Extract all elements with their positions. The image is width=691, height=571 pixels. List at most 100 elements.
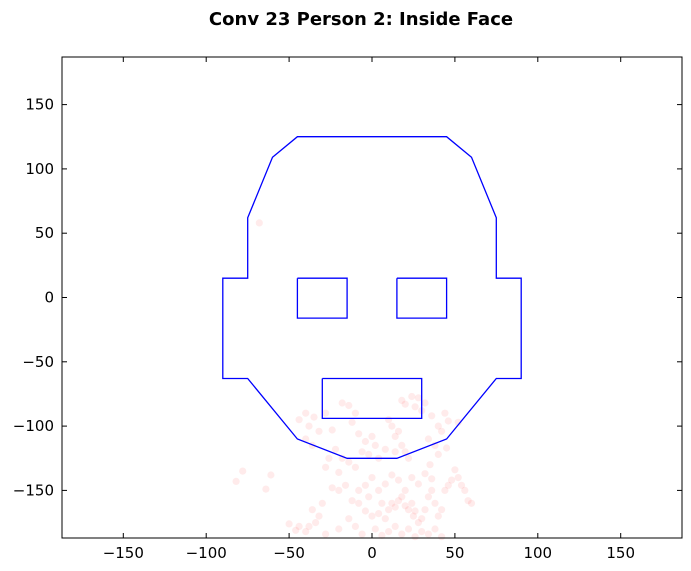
chart-title: Conv 23 Person 2: Inside Face <box>209 9 513 30</box>
data-point <box>441 486 449 494</box>
data-point <box>361 507 369 515</box>
data-point <box>381 445 389 453</box>
data-point <box>434 422 442 430</box>
data-point <box>414 480 422 488</box>
data-point <box>448 476 456 484</box>
data-point <box>305 522 313 531</box>
data-point <box>401 486 409 494</box>
data-point <box>262 485 270 493</box>
data-point <box>404 506 413 514</box>
data-point <box>398 396 406 404</box>
y-tick-label: −50 <box>22 353 54 371</box>
data-point <box>408 392 416 401</box>
data-point <box>391 448 399 456</box>
data-point <box>421 399 429 407</box>
data-point <box>315 512 323 520</box>
data-point <box>391 432 399 440</box>
data-point <box>438 533 446 541</box>
data-point <box>401 502 409 510</box>
data-point <box>368 512 376 520</box>
data-point <box>310 413 318 421</box>
data-point <box>401 400 409 408</box>
data-point <box>348 497 356 505</box>
x-tick-label: −150 <box>103 544 144 562</box>
data-point <box>408 474 416 482</box>
data-point <box>315 427 323 435</box>
data-point <box>375 486 383 494</box>
data-point <box>348 418 356 426</box>
data-point <box>398 530 406 538</box>
data-point <box>341 481 350 489</box>
data-point <box>454 418 462 426</box>
data-point <box>388 422 396 430</box>
data-point <box>378 499 386 507</box>
data-point <box>318 499 326 507</box>
data-point <box>457 481 466 489</box>
data-point <box>378 531 386 540</box>
data-point <box>418 528 426 536</box>
data-point <box>394 427 403 435</box>
data-point <box>401 448 409 456</box>
y-tick-label: −100 <box>13 417 54 435</box>
data-point <box>434 512 442 520</box>
mouth-box <box>321 377 423 420</box>
data-point <box>426 461 434 469</box>
data-point <box>443 444 451 452</box>
data-point <box>431 499 439 507</box>
data-point <box>328 426 336 434</box>
x-tick-label: 150 <box>606 544 635 562</box>
data-point <box>428 486 436 494</box>
x-tick-label: −100 <box>186 544 227 562</box>
data-point <box>408 499 416 507</box>
x-tick-label: 50 <box>445 544 464 562</box>
data-point <box>414 519 422 527</box>
data-point <box>381 515 389 523</box>
data-point <box>355 486 363 494</box>
data-point <box>312 519 320 527</box>
plot-area-background <box>62 57 682 538</box>
data-point <box>361 481 369 489</box>
data-point <box>322 530 330 538</box>
data-point <box>371 525 379 533</box>
data-point <box>292 526 300 534</box>
y-tick-label: 150 <box>25 96 54 114</box>
data-point <box>411 533 419 541</box>
data-point <box>454 474 462 482</box>
y-tick-label: 100 <box>25 160 54 178</box>
data-point <box>267 471 275 479</box>
data-point <box>358 448 366 456</box>
data-point <box>428 475 436 483</box>
data-point <box>335 525 343 533</box>
data-point <box>464 497 472 505</box>
data-point <box>421 470 429 478</box>
data-point <box>418 515 426 523</box>
data-point <box>365 450 373 458</box>
x-tick-labels: −150 −100 −50 0 50 100 150 <box>103 544 635 562</box>
data-point <box>345 458 353 466</box>
x-tick-label: −50 <box>273 544 305 562</box>
data-point <box>335 468 343 476</box>
data-point <box>302 528 310 536</box>
face-outline-layer <box>222 136 522 459</box>
data-point <box>438 427 446 435</box>
data-point <box>368 474 376 482</box>
data-point <box>375 509 383 518</box>
right-eye-box <box>396 277 448 319</box>
data-point <box>404 454 413 462</box>
data-point <box>295 416 303 424</box>
data-point <box>438 506 446 514</box>
data-point <box>411 507 419 515</box>
data-point <box>371 441 379 449</box>
data-point <box>411 403 419 411</box>
data-point <box>338 399 346 407</box>
data-point <box>302 435 310 443</box>
x-tick-label: 0 <box>367 544 377 562</box>
data-point <box>305 422 313 430</box>
data-point <box>308 506 316 514</box>
data-point <box>441 409 449 417</box>
data-point <box>335 486 343 494</box>
data-point <box>351 409 359 417</box>
data-point <box>302 409 310 417</box>
data-point <box>404 525 413 533</box>
